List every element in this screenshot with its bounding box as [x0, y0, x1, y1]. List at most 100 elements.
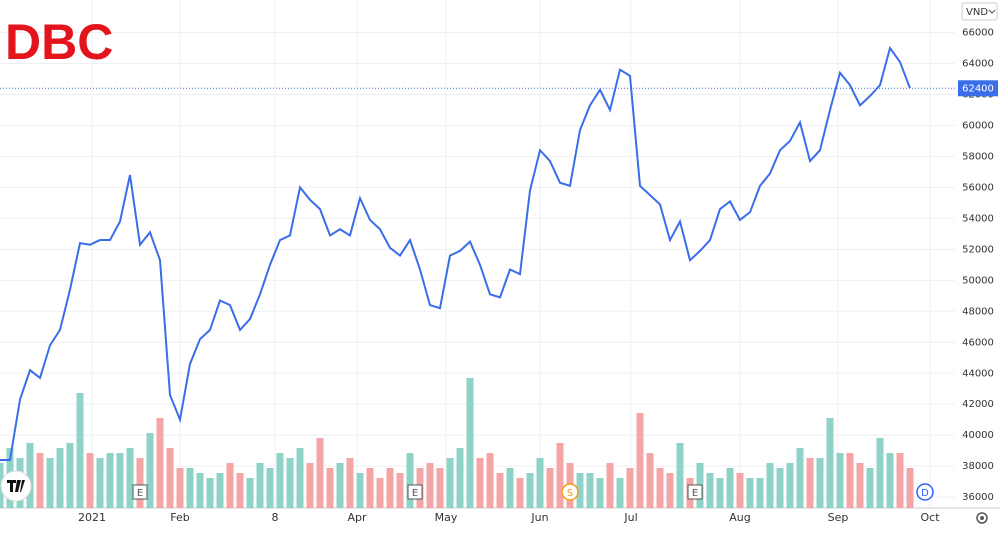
volume-bar — [146, 433, 154, 508]
volume-bar — [316, 438, 324, 508]
volume-bar — [266, 468, 274, 508]
volume-bar — [96, 458, 104, 508]
volume-bar — [606, 463, 614, 508]
y-tick-label: 46000 — [962, 337, 994, 348]
volume-bar — [36, 453, 44, 508]
volume-bar — [396, 473, 404, 508]
volume-bar — [736, 473, 744, 508]
volume-bar — [896, 453, 904, 508]
volume-bar — [486, 453, 494, 508]
currency-select[interactable] — [961, 2, 998, 21]
volume-bar — [526, 473, 534, 508]
volume-bar — [236, 473, 244, 508]
volume-bar — [256, 463, 264, 508]
volume-bar — [886, 453, 894, 508]
volume-bar — [506, 468, 514, 508]
volume-bar — [446, 458, 454, 508]
volume-bar — [656, 468, 664, 508]
x-tick-label: Jun — [530, 511, 548, 524]
volume-bar — [706, 473, 714, 508]
volume-bar — [366, 468, 374, 508]
y-tick-label: 38000 — [962, 461, 994, 472]
volume-bar — [436, 468, 444, 508]
volume-bar — [626, 468, 634, 508]
y-tick-label: 58000 — [962, 151, 994, 162]
y-tick-label: 50000 — [962, 275, 994, 286]
volume-bar — [596, 478, 604, 508]
volume-bar — [196, 473, 204, 508]
volume-bar — [866, 468, 874, 508]
event-label: E — [412, 488, 418, 499]
volume-bar — [136, 458, 144, 508]
volume-bar — [876, 438, 884, 508]
x-tick-label: Sep — [828, 511, 849, 524]
settings-icon[interactable] — [976, 512, 988, 524]
chart-title: DBC — [5, 14, 113, 70]
x-tick-label: Feb — [170, 511, 189, 524]
volume-bar — [776, 468, 784, 508]
volume-bar — [456, 448, 464, 508]
volume-bar — [406, 453, 414, 508]
volume-bar — [496, 473, 504, 508]
volume-bar — [76, 393, 84, 508]
event-marker — [407, 484, 423, 500]
y-tick-label: 40000 — [962, 430, 994, 441]
volume-bar — [536, 458, 544, 508]
volume-bar — [186, 468, 194, 508]
volume-bar — [56, 448, 64, 508]
volume-bar — [326, 468, 334, 508]
volume-bar — [836, 453, 844, 508]
volume-bar — [826, 418, 834, 508]
y-tick-label: 42000 — [962, 399, 994, 410]
y-tick-label: 54000 — [962, 213, 994, 224]
y-tick-label: 56000 — [962, 182, 994, 193]
event-marker — [132, 484, 148, 500]
volume-bar — [576, 473, 584, 508]
volume-bar — [816, 458, 824, 508]
x-tick-label: Jul — [623, 511, 637, 524]
volume-bar — [616, 478, 624, 508]
volume-bar — [246, 478, 254, 508]
y-tick-label: 44000 — [962, 368, 994, 379]
dropdown-arrow — [988, 9, 996, 14]
volume-bar — [86, 453, 94, 508]
event-marker — [561, 483, 579, 501]
event-label: E — [137, 488, 143, 499]
y-tick-label: 64000 — [962, 59, 994, 70]
volume-bar — [546, 468, 554, 508]
x-tick-label: Aug — [729, 511, 750, 524]
volume-bar — [116, 453, 124, 508]
event-marker — [687, 484, 703, 500]
volume-bar — [516, 478, 524, 508]
volume-bar — [796, 448, 804, 508]
volume-bar — [586, 473, 594, 508]
volume-bar — [46, 458, 54, 508]
volume-bar — [746, 478, 754, 508]
x-tick-label: Oct — [920, 511, 940, 524]
y-tick-label: 36000 — [962, 492, 994, 503]
y-tick-label: 52000 — [962, 244, 994, 255]
volume-bar — [346, 458, 354, 508]
volume-bar — [386, 468, 394, 508]
volume-bar — [846, 453, 854, 508]
x-tick-label: Apr — [347, 511, 367, 524]
volume-bar — [166, 448, 174, 508]
volume-bar — [556, 443, 564, 508]
volume-bar — [216, 473, 224, 508]
volume-bar — [646, 453, 654, 508]
volume-bar — [296, 448, 304, 508]
volume-bar — [906, 468, 914, 508]
volume-bar — [286, 458, 294, 508]
volume-bar — [126, 448, 134, 508]
x-tick-label: May — [435, 511, 458, 524]
last-price-tag — [958, 80, 998, 97]
volume-bar — [106, 453, 114, 508]
volume-bar — [376, 478, 384, 508]
x-tick-label: 8 — [272, 511, 279, 524]
volume-bar — [176, 468, 184, 508]
volume-bar — [356, 473, 364, 508]
volume-bar — [26, 443, 34, 508]
price-axis-panel — [955, 0, 1000, 530]
last-price-label: 62400 — [962, 83, 994, 94]
